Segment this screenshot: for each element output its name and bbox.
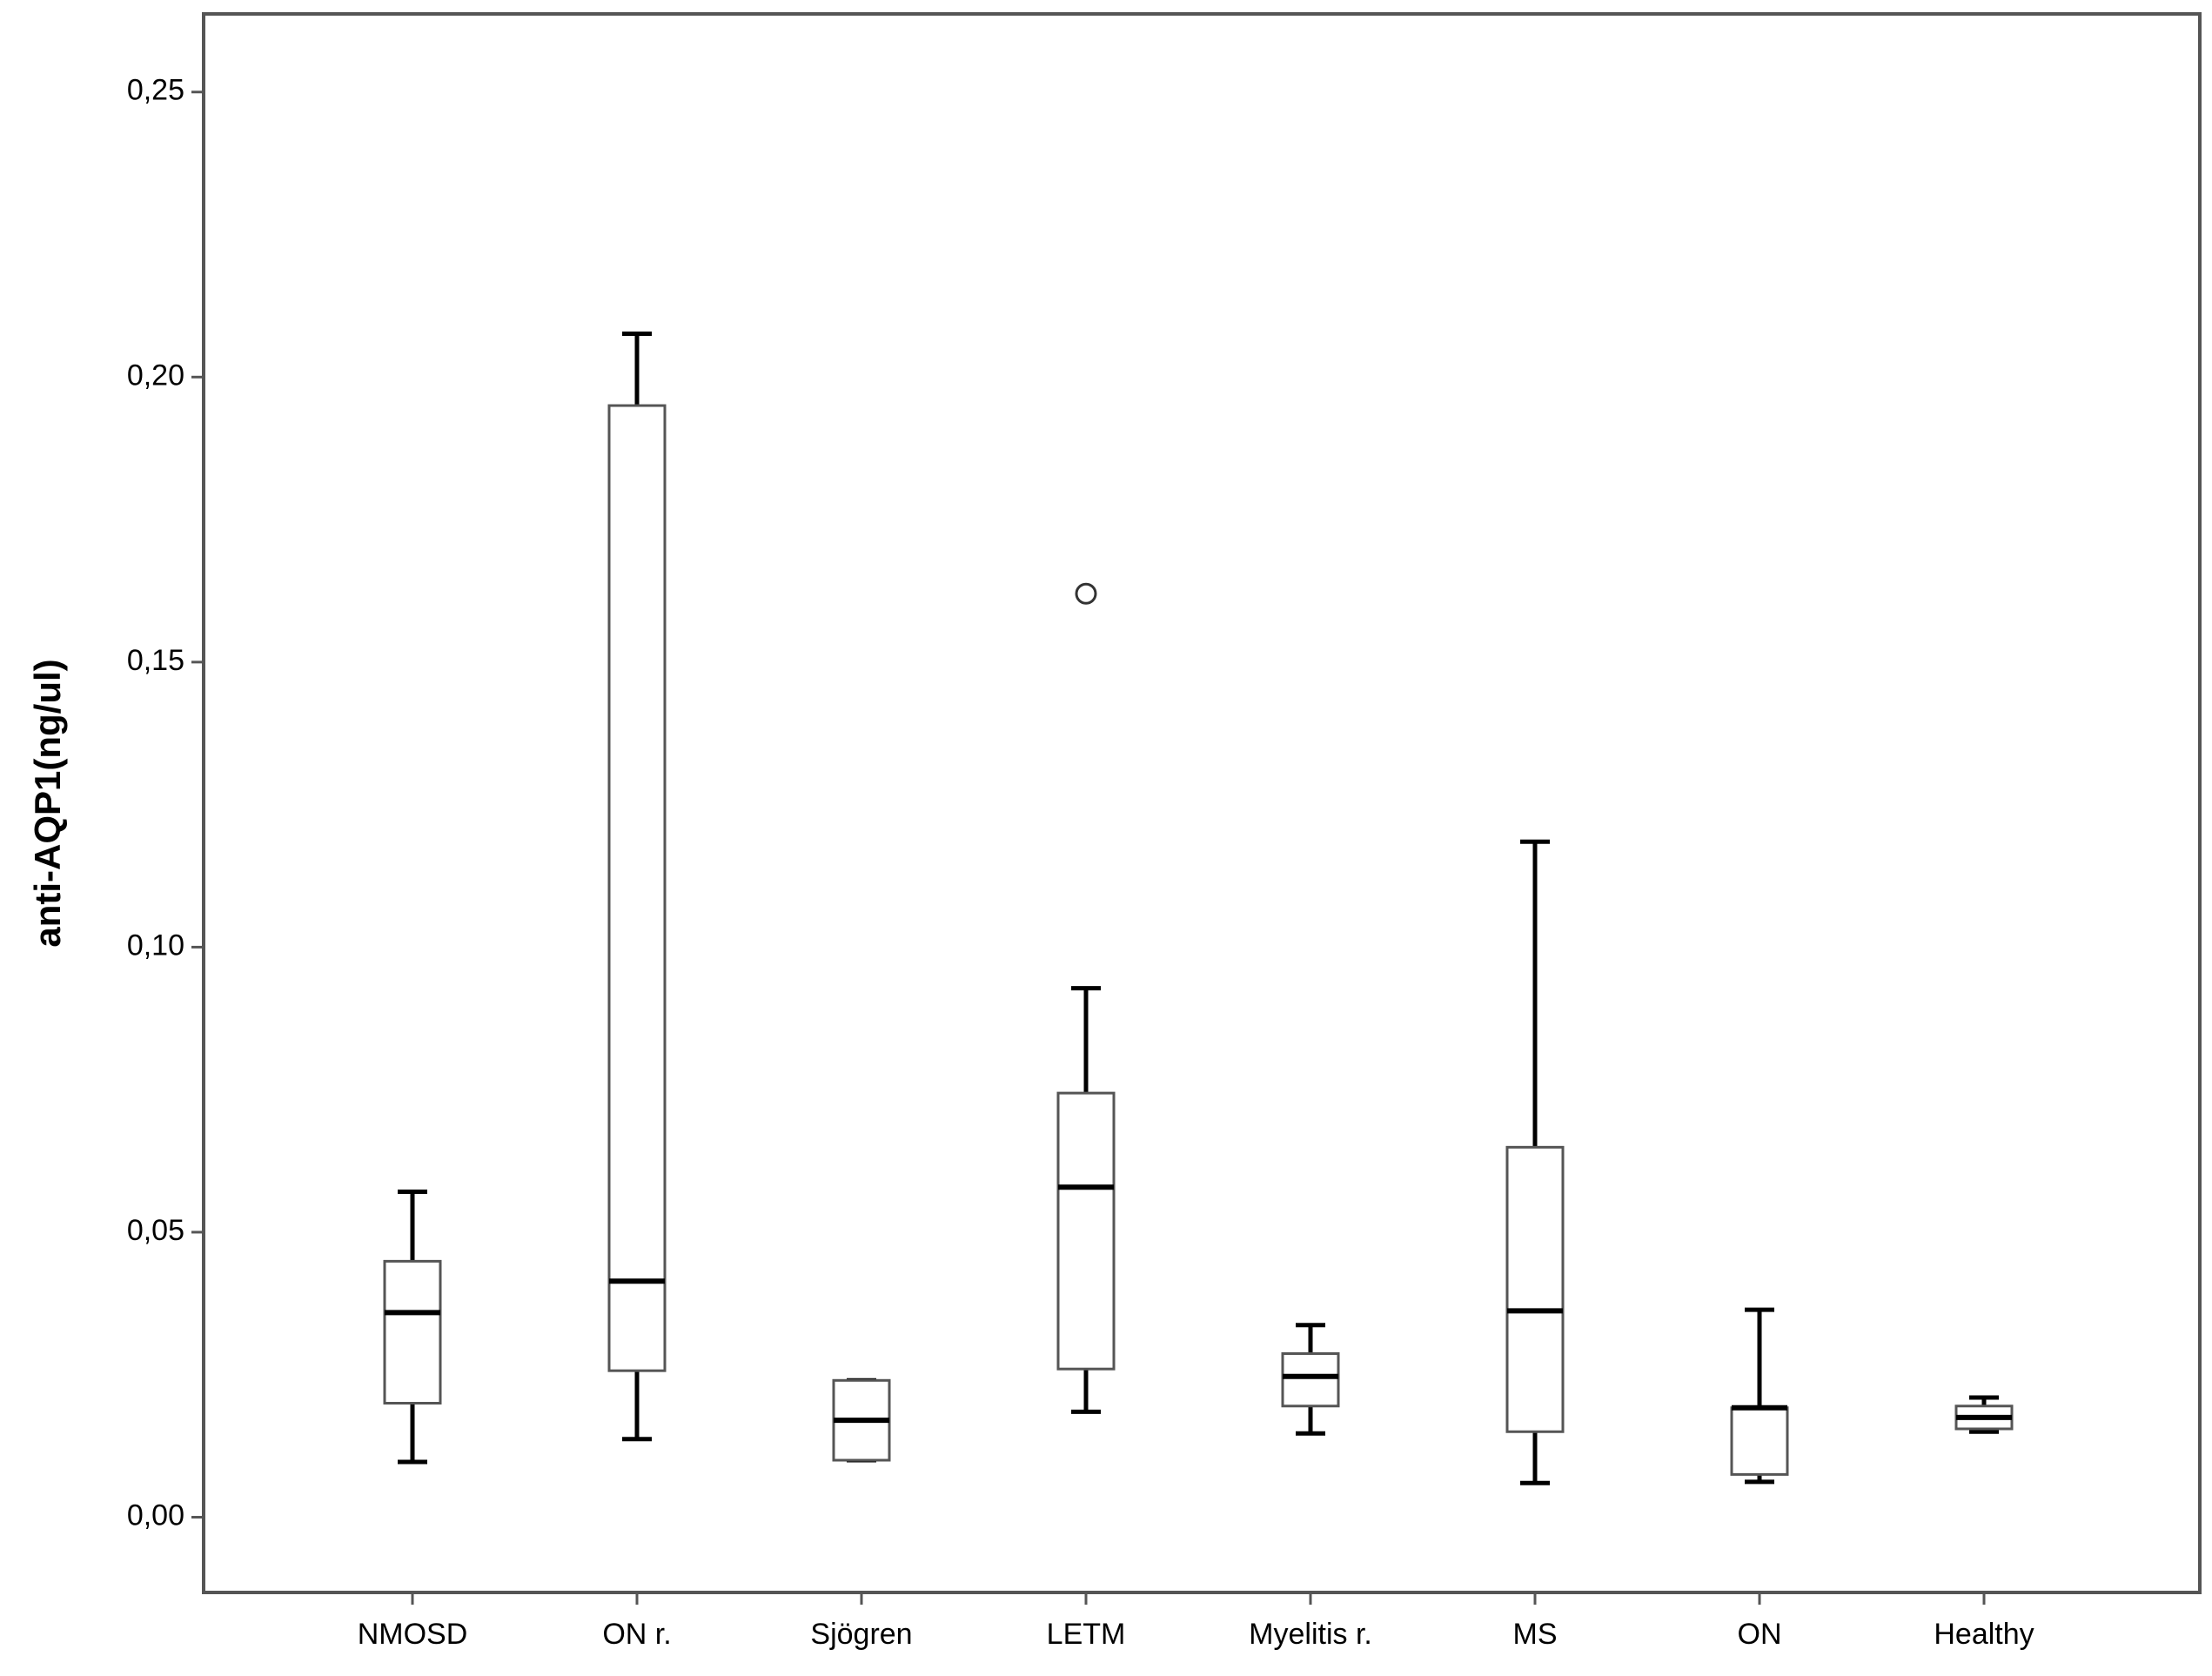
x-tick-label: ON r. (602, 1618, 671, 1651)
y-tick-label: 0,10 (127, 929, 184, 962)
x-tick-label: NMOSD (358, 1618, 468, 1651)
y-tick-label: 0,20 (127, 359, 184, 392)
outlier (1075, 582, 1097, 605)
box (383, 1259, 442, 1405)
box (1505, 1145, 1565, 1433)
plot-frame (202, 12, 2202, 1594)
x-tick-label: MS (1513, 1618, 1558, 1651)
x-tick-label: ON (1738, 1618, 1782, 1651)
x-tick-label: LETM (1047, 1618, 1126, 1651)
x-tick-label: Sjögren (810, 1618, 912, 1651)
x-tick-label: Myelitis r. (1249, 1618, 1372, 1651)
y-tick-label: 0,05 (127, 1214, 184, 1247)
box (1730, 1406, 1789, 1476)
y-axis-label: anti-AQP1(ng/ul) (27, 659, 68, 947)
box (1056, 1091, 1116, 1371)
y-tick-label: 0,00 (127, 1499, 184, 1532)
y-tick-label: 0,25 (127, 74, 184, 107)
x-tick-label: Healthy (1934, 1618, 2034, 1651)
box (1281, 1352, 1340, 1408)
y-tick-label: 0,15 (127, 644, 184, 677)
box (607, 404, 667, 1372)
